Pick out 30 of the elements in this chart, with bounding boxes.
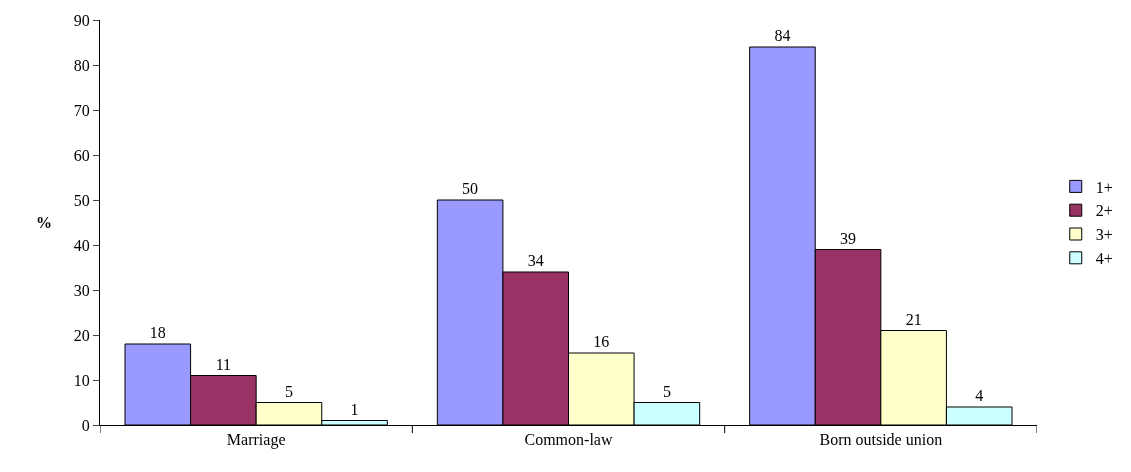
data-label: 1: [350, 400, 359, 418]
data-label: 16: [593, 333, 610, 350]
data-label: 50: [462, 180, 479, 197]
y-axis-title: %: [36, 214, 52, 231]
y-tick-label: 20: [73, 326, 90, 344]
y-tick-label: 60: [73, 146, 90, 164]
data-label: 21: [905, 310, 922, 328]
data-label: 11: [215, 355, 232, 373]
y-tick-label: 30: [73, 281, 90, 299]
y-tick-label: 70: [73, 101, 90, 119]
data-label: 34: [527, 252, 544, 269]
y-tick-label: 50: [73, 191, 90, 209]
x-tick-label: Born outside union: [819, 431, 943, 449]
legend-label: 4+: [1095, 250, 1113, 268]
y-tick-label: 10: [73, 371, 90, 389]
x-tick-label: Marriage: [226, 431, 286, 450]
data-label: 4: [975, 387, 984, 404]
data-label: 5: [662, 382, 671, 400]
x-tick-label: Common-law: [524, 431, 613, 449]
data-label: 39: [840, 229, 857, 247]
legend-label: 3+: [1095, 226, 1113, 244]
y-tick-label: 0: [81, 416, 90, 434]
data-label: 84: [774, 27, 791, 44]
data-label: 5: [284, 382, 293, 400]
y-tick-label: 40: [73, 236, 90, 254]
data-label: 18: [149, 324, 166, 341]
y-tick-label: 80: [73, 56, 90, 74]
y-tick-label: 90: [73, 11, 90, 29]
legend-label: 2+: [1095, 202, 1113, 220]
legend-label: 1+: [1095, 178, 1113, 196]
